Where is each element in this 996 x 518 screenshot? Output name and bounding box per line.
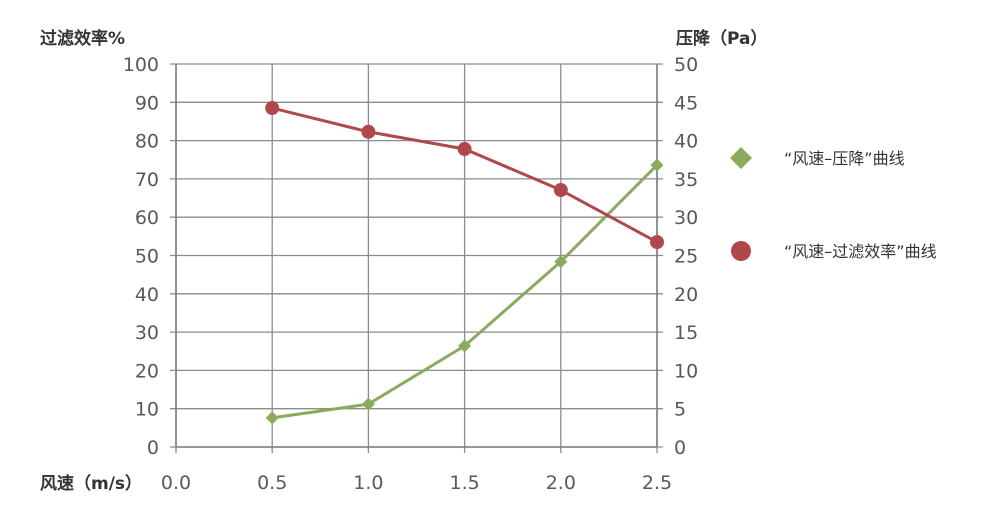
y-right-tick-label: 25 (674, 246, 698, 268)
axes (175, 64, 658, 448)
legend-marker-diamond (730, 147, 752, 169)
data-point-circle (361, 124, 376, 139)
legend-marker-circle (731, 241, 751, 261)
data-point-diamond (265, 411, 279, 425)
x-tick-label: 2.0 (546, 472, 576, 494)
x-tick-label: 0.0 (161, 472, 191, 494)
data-point-circle (553, 183, 568, 198)
series-layer (265, 101, 664, 425)
y-right-tick-label: 5 (674, 399, 686, 421)
data-point-diamond (554, 255, 568, 269)
y-right-axis-title: 压降（Pa） (676, 28, 767, 49)
y-left-tick-label: 60 (135, 207, 159, 229)
data-point-diamond (361, 397, 375, 411)
y-right-tick-label: 15 (674, 322, 698, 344)
legend-label: “风速–过滤效率”曲线 (784, 242, 937, 261)
y-right-tick-label: 50 (674, 54, 698, 76)
y-right-tick-label: 45 (674, 92, 698, 114)
x-tick-label: 1.0 (353, 472, 383, 494)
data-point-circle (457, 142, 472, 157)
y-left-tick-label: 10 (135, 399, 159, 421)
x-axis-title: 风速（m/s） (40, 473, 142, 494)
data-point-circle (265, 101, 280, 116)
x-tick-label: 2.5 (642, 472, 672, 494)
y-left-tick-label: 30 (135, 322, 159, 344)
y-left-tick-label: 20 (135, 360, 159, 382)
legend-label: “风速–压降”曲线 (784, 149, 905, 168)
y-right-tick-label: 10 (674, 360, 698, 382)
y-right-tick-label: 40 (674, 131, 698, 153)
y-left-tick-label: 50 (135, 246, 159, 268)
y-left-axis-title: 过滤效率% (40, 28, 125, 49)
legend: “风速–压降”曲线 “风速–过滤效率”曲线 (730, 147, 937, 261)
grid (170, 63, 663, 453)
y-right-tick-label: 35 (674, 169, 698, 191)
y-left-tick-label: 90 (135, 92, 159, 114)
x-tick-label: 1.5 (449, 472, 479, 494)
y-right-tick-label: 0 (674, 437, 686, 459)
y-left-tick-label: 0 (147, 437, 159, 459)
y-right-tick-label: 20 (674, 284, 698, 306)
data-point-diamond (458, 339, 472, 353)
y-left-tick-label: 100 (123, 54, 159, 76)
y-left-tick-label: 40 (135, 284, 159, 306)
y-right-tick-label: 30 (674, 207, 698, 229)
x-tick-label: 0.5 (257, 472, 287, 494)
y-left-tick-label: 70 (135, 169, 159, 191)
data-point-diamond (650, 158, 664, 172)
tick-labels: 0 0 10 5 20 10 30 15 40 20 50 25 60 30 70 35 80 40 90 45 100… (123, 54, 698, 494)
y-left-tick-label: 80 (135, 131, 159, 153)
data-point-circle (650, 235, 664, 250)
